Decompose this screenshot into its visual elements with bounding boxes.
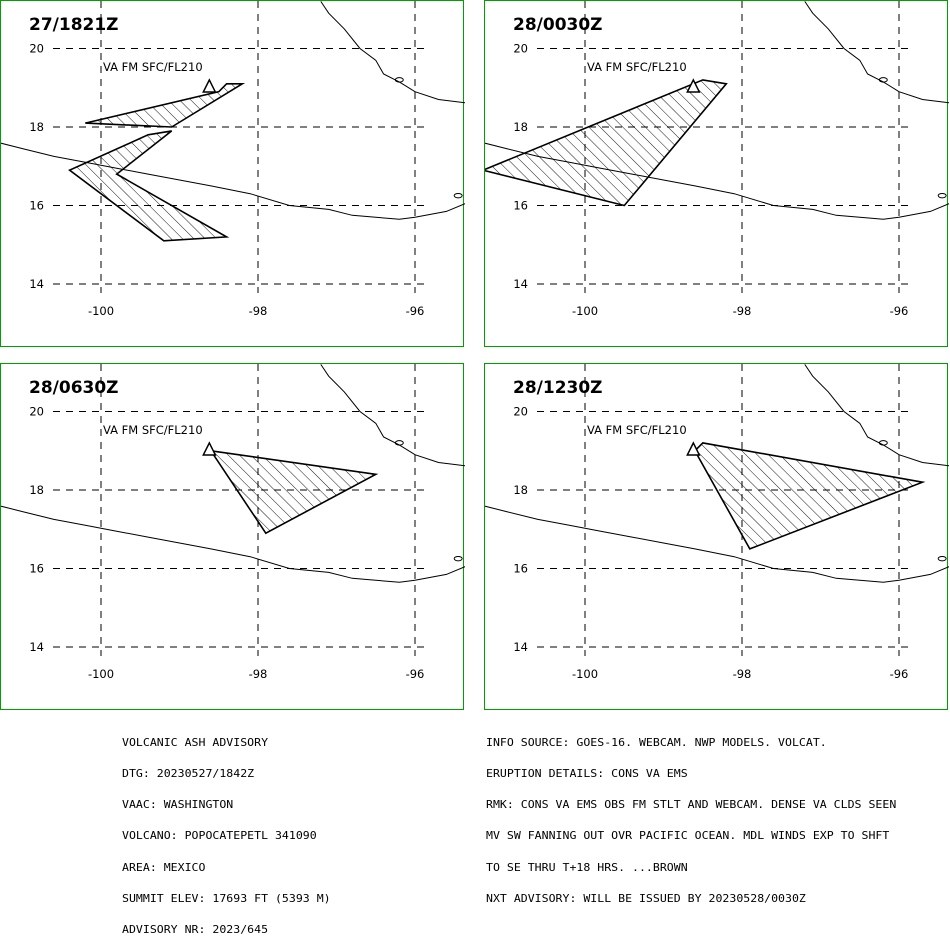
lagoon-mark [937,192,947,199]
lon-tick-label: -96 [890,304,909,318]
volcano-icon [202,78,217,93]
lagoon-mark [878,440,888,446]
lat-tick-label: 16 [29,562,44,576]
lon-tick-label: -98 [733,304,752,318]
lagoon-mark [453,555,463,562]
advisory-line: INFO SOURCE: GOES-16. WEBCAM. NWP MODELS… [486,735,827,749]
lat-tick-label: 18 [513,483,528,497]
ash-cloud-polygon [485,79,728,207]
coastline-gulf [804,364,949,467]
lon-tick-label: -98 [249,304,268,318]
advisory-left-text: VOLCANIC ASH ADVISORY DTG: 20230527/1842… [122,717,331,946]
advisory-line: TO SE THRU T+18 HRS. ...BROWN [486,860,688,874]
ash-cloud-polygon [693,442,926,550]
panel-title: 28/0030Z [513,15,603,35]
advisory-line: ERUPTION DETAILS: CONS VA EMS [486,767,688,781]
lagoon-mark [394,440,404,446]
lat-tick-label: 14 [29,640,44,654]
lon-tick-label: -100 [572,304,598,318]
lat-tick-label: 18 [29,120,44,134]
lat-tick-label: 20 [29,42,44,56]
panel-title: 28/0630Z [29,378,119,398]
advisory-line: MV SW FANNING OUT OVR PACIFIC OCEAN. MDL… [486,829,890,843]
advisory-line: DTG: 20230527/1842Z [122,767,255,781]
lat-tick-label: 14 [29,277,44,291]
map-3: -102-100-98-96-9420181614 [1,364,465,681]
volcano-icon [686,441,701,456]
coastline-gulf [804,1,949,104]
lon-tick-label: -100 [88,304,114,318]
map-1: -102-100-98-96-9420181614 [1,1,465,318]
advisory-line: RMK: CONS VA EMS OBS FM STLT AND WEBCAM.… [486,798,897,812]
map-4: -102-100-98-96-9420181614 [485,364,949,681]
advisory-line: ADVISORY NR: 2023/645 [122,923,269,937]
lon-tick-label: -96 [406,667,425,681]
panel-title: 27/1821Z [29,15,119,35]
panel-2: -102-100-98-96-9420181614 28/0030Z VA FM… [484,0,949,347]
panel-1: -102-100-98-96-9420181614 27/1821Z VA FM… [0,0,465,347]
advisory-line: VOLCANO: POPOCATEPETL 341090 [122,829,317,843]
advisory-line: SUMMIT ELEV: 17693 FT (5393 M) [122,891,331,905]
lagoon-mark [878,77,888,83]
lon-tick-label: -100 [572,667,598,681]
lat-tick-label: 16 [513,199,528,213]
lat-tick-label: 20 [513,42,528,56]
flight-level-label: VA FM SFC/FL210 [103,60,203,74]
advisory-line: AREA: MEXICO [122,860,206,874]
lon-tick-label: -98 [249,667,268,681]
lon-tick-label: -98 [733,667,752,681]
volcano-icon [202,441,217,456]
lagoon-mark [394,77,404,83]
lat-tick-label: 14 [513,277,528,291]
lagoon-mark [937,555,947,562]
coastline-pacific [1,505,465,583]
advisory-line: VAAC: WASHINGTON [122,798,234,812]
advisory-right-text: INFO SOURCE: GOES-16. WEBCAM. NWP MODELS… [486,717,896,915]
lagoon-mark [453,192,463,199]
flight-level-label: VA FM SFC/FL210 [587,60,687,74]
panel-4: -102-100-98-96-9420181614 28/1230Z VA FM… [484,363,949,710]
lat-tick-label: 16 [29,199,44,213]
lat-tick-label: 16 [513,562,528,576]
lon-tick-label: -96 [890,667,909,681]
lon-tick-label: -96 [406,304,425,318]
map-2: -102-100-98-96-9420181614 [485,1,949,318]
lat-tick-label: 18 [513,120,528,134]
flight-level-label: VA FM SFC/FL210 [103,423,203,437]
ash-cloud-polygon [209,449,379,535]
lat-tick-label: 20 [513,405,528,419]
coastline-gulf [320,1,465,104]
advisory-line: NXT ADVISORY: WILL BE ISSUED BY 20230528… [486,891,806,905]
ash-cloud-polygon [85,83,246,128]
coastline-pacific [1,142,465,220]
coastline-gulf [320,364,465,467]
coastline-pacific [485,505,949,583]
lat-tick-label: 20 [29,405,44,419]
panel-3: -102-100-98-96-9420181614 28/0630Z VA FM… [0,363,465,710]
coastline-pacific [485,142,949,220]
ash-cloud-polygon [68,130,230,242]
flight-level-label: VA FM SFC/FL210 [587,423,687,437]
lon-tick-label: -100 [88,667,114,681]
lat-tick-label: 14 [513,640,528,654]
panel-title: 28/1230Z [513,378,603,398]
advisory-line: VOLCANIC ASH ADVISORY [122,735,269,749]
lat-tick-label: 18 [29,483,44,497]
volcano-icon [686,78,701,93]
